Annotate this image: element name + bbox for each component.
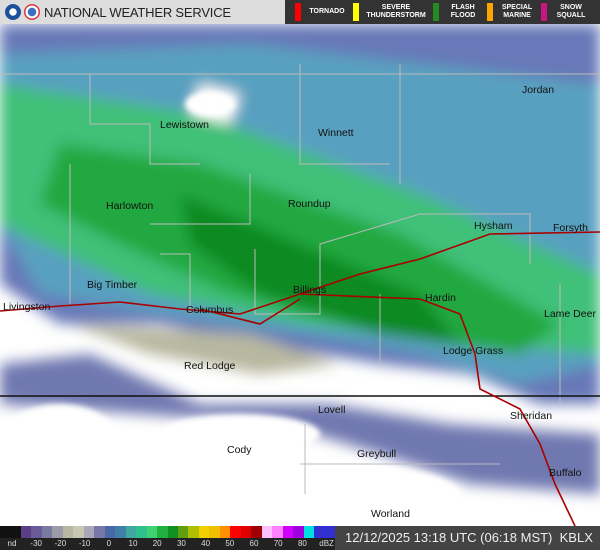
scale-tick-label: -10 [78,539,91,548]
scale-color [10,526,21,538]
city-label: Sheridan [510,410,553,422]
scale-color [83,526,95,538]
city-label: Lame Deer [544,308,596,320]
warning-legend-item: FLASH FLOOD [433,0,481,24]
scale-color [52,526,63,538]
scale-color [146,526,158,538]
scale-color [177,526,189,538]
city-label: Buffalo [549,467,582,479]
radar-layer [0,24,600,529]
scale-color [125,526,137,538]
warning-legend: TORNADO SEVERE THUNDERSTORM FLASH FLOOD SPE… [285,0,600,24]
scale-color [230,526,241,538]
header: NATIONAL WEATHER SERVICE TORNADO SEVERE T… [0,0,600,24]
scale-color [41,526,53,538]
scale-tick-label: 30 [176,539,186,548]
scale-color [240,526,252,538]
scale-color [136,526,147,538]
city-label: Cody [227,444,252,456]
city-label: Hardin [425,292,456,304]
warning-label: SPECIAL MARINE [501,4,533,19]
warning-swatch [353,3,359,21]
scale-color [0,526,11,538]
timestamp: 12/12/2025 13:18 UTC (06:18 MST) [345,530,553,545]
scale-color [219,526,231,538]
status-bar: nd -30 -20 -10 0 10 20 30 40 50 60 70 80 dBZ 12/12/20… [0,526,600,550]
scale-color [20,526,32,538]
scale-color [282,526,294,538]
scale-tick-label: 0 [106,539,112,548]
scale-color [198,526,210,538]
warning-legend-item: SEVERE THUNDERSTORM [353,0,427,24]
scale-tick-label: 40 [201,539,211,548]
warning-label: SEVERE THUNDERSTORM [366,4,426,19]
scale-color [293,526,304,538]
city-label: Roundup [288,198,331,210]
city-label: Jordan [522,84,555,96]
scale-color [261,526,273,538]
scale-tick-label: 70 [273,539,283,548]
city-label: Billings [293,284,327,296]
county-borders [0,64,600,494]
page-title: NATIONAL WEATHER SERVICE [44,4,231,20]
warning-label: SNOW SQUALL [556,4,586,19]
scale-tick-label: -30 [30,539,42,548]
scale-color [94,526,105,538]
city-label: Harlowton [106,200,154,212]
city-label: Lovell [318,404,346,416]
scale-color [251,526,262,538]
scale-tick-label: 80 [297,539,307,548]
scale-color [31,526,42,538]
scale-color [188,526,199,538]
warning-swatch [541,3,547,21]
scale-color [157,526,168,538]
warning-legend-item: TORNADO [295,0,347,24]
scale-color [314,526,325,538]
city-label: Red Lodge [184,360,236,372]
scale-tick-label: 20 [152,539,162,548]
dbz-color-scale: nd -30 -20 -10 0 10 20 30 40 50 60 70 80 dBZ [0,526,335,550]
warning-label: FLASH FLOOD [450,4,476,19]
nws-logo-icon [24,4,40,20]
warning-legend-item: SPECIAL MARINE [487,0,535,24]
scale-tick-label: nd [7,539,17,548]
warning-swatch [487,3,493,21]
city-label: Big Timber [87,279,138,291]
scale-color [104,526,116,538]
noaa-logo-icon [5,4,21,20]
scale-tick-label: -20 [54,539,67,548]
radar-map[interactable]: Jordan Lewistown Winnett Harlowton Roundup Hy… [0,24,600,529]
city-label: Lewistown [160,119,210,131]
city-label: Forsyth [553,222,589,234]
city-label: Winnett [318,127,354,139]
scale-tick-label: 60 [249,539,259,548]
timestamp-station: 12/12/2025 13:18 UTC (06:18 MST) KBLX [345,530,593,545]
city-label: Lodge Grass [443,345,504,357]
scale-tick-label: 10 [128,539,138,548]
scale-tick-label: dBZ [319,539,334,548]
scale-color [73,526,84,538]
scale-tick-label: 50 [225,539,235,548]
warning-swatch [433,3,439,21]
scale-color [62,526,74,538]
city-label: Columbus [186,304,234,316]
city-label: Greybull [357,448,397,460]
scale-color [209,526,220,538]
warning-legend-item: SNOW SQUALL [541,0,589,24]
scale-color [303,526,315,538]
scale-color [115,526,126,538]
city-label: Worland [371,508,410,520]
scale-color [272,526,283,538]
warning-label: TORNADO [309,8,345,15]
station-id: KBLX [559,530,593,545]
scale-color [167,526,178,538]
highways [0,231,600,527]
warning-swatch [295,3,301,21]
scale-color [324,526,335,538]
nws-branding: NATIONAL WEATHER SERVICE [0,0,285,24]
city-label: Livingston [3,301,51,313]
city-label: Hysham [474,220,513,232]
